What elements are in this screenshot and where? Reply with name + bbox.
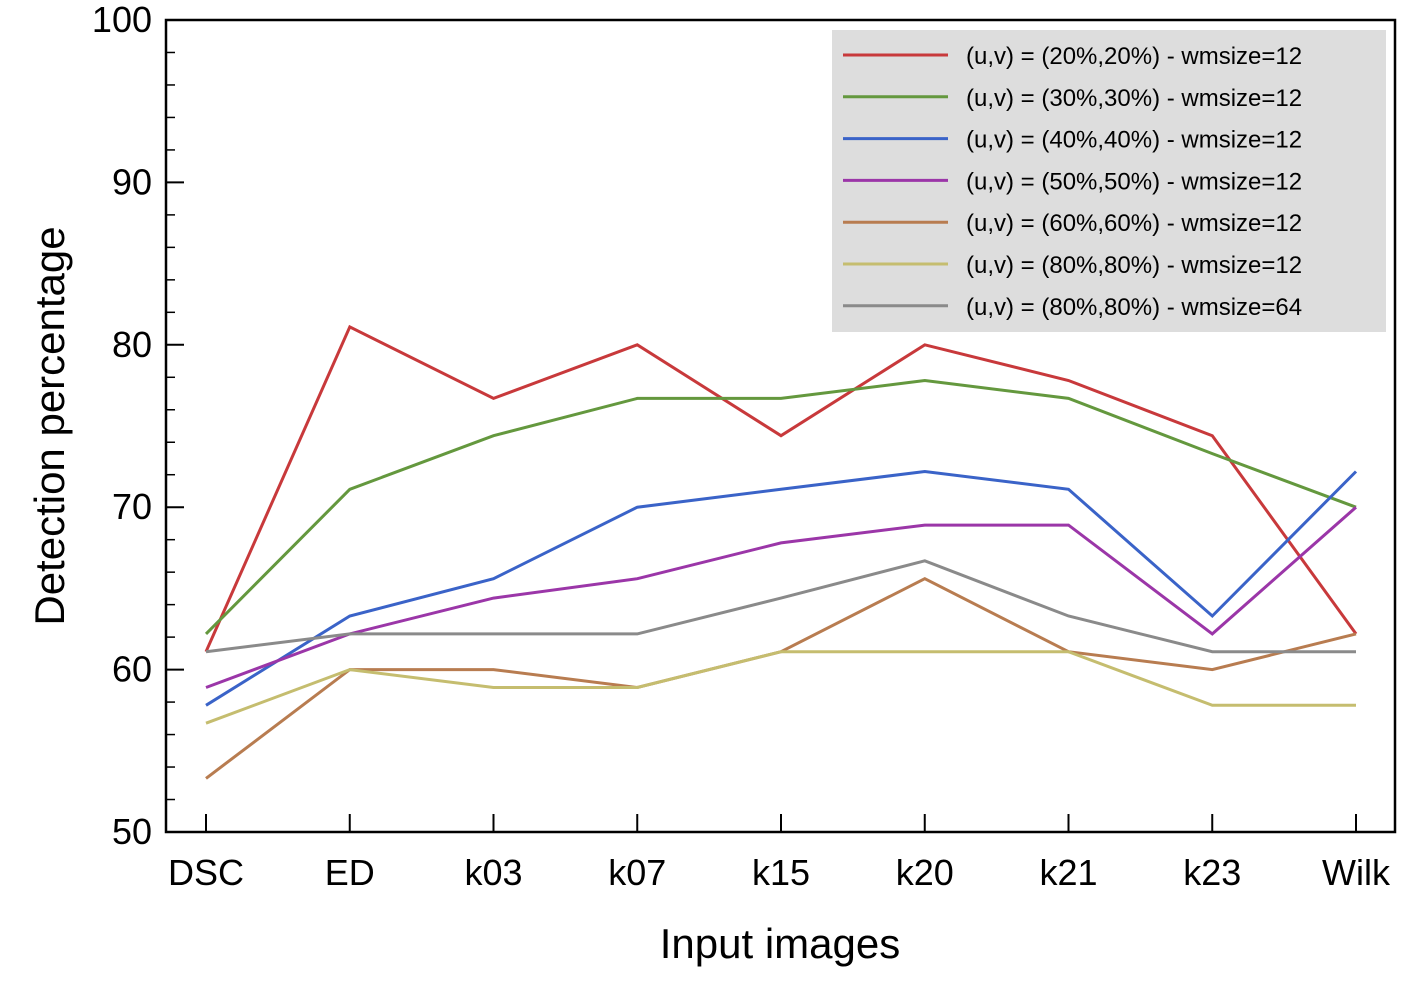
y-tick-label: 80 (112, 324, 152, 365)
legend-label-6: (u,v) = (80%,80%) - wmsize=12 (966, 252, 1302, 279)
legend-label-3: (u,v) = (40%,40%) - wmsize=12 (966, 127, 1302, 154)
y-axis-title: Detection percentage (26, 226, 73, 625)
series-line-7 (205, 559, 1356, 654)
legend: (u,v) = (20%,20%) - wmsize=12 (u,v) = (30… (832, 30, 1386, 332)
legend-label-2: (u,v) = (30%,30%) - wmsize=12 (966, 85, 1302, 112)
x-tick-label-k21: k21 (1039, 852, 1097, 893)
x-tick-label-wilk: Wilk (1322, 852, 1391, 893)
legend-label-4: (u,v) = (50%,50%) - wmsize=12 (966, 168, 1302, 195)
series-layer (204, 324, 1358, 780)
x-tick-label-k20: k20 (896, 852, 954, 893)
x-tick-label-k23: k23 (1183, 852, 1241, 893)
x-tick-label-k03: k03 (464, 852, 522, 893)
y-tick-label: 50 (112, 811, 152, 852)
x-tick-label-ed: ED (325, 852, 375, 893)
legend-label-7: (u,v) = (80%,80%) - wmsize=64 (966, 294, 1302, 321)
series-line-2 (204, 378, 1357, 635)
x-tick-label-k15: k15 (752, 852, 810, 893)
legend-label-5: (u,v) = (60%,60%) - wmsize=12 (966, 210, 1302, 237)
y-tick-label: 90 (112, 161, 152, 202)
series-line-4 (205, 506, 1357, 689)
series-line-3 (205, 469, 1358, 707)
y-tick-label: 60 (112, 649, 152, 690)
x-tick-label-k07: k07 (608, 852, 666, 893)
legend-label-1: (u,v) = (20%,20%) - wmsize=12 (966, 43, 1302, 70)
ticks-layer: 50 60 70 80 90 100 DSC ED k03 k07 k15 k20 k21 k23 Wilk (92, 0, 1391, 893)
x-tick-label-dsc: DSC (168, 852, 244, 893)
x-axis-title: Input images (660, 920, 900, 967)
series-line-6 (205, 650, 1356, 725)
y-tick-label: 100 (92, 0, 152, 40)
y-tick-label: 70 (112, 486, 152, 527)
series-line-1 (204, 324, 1358, 653)
